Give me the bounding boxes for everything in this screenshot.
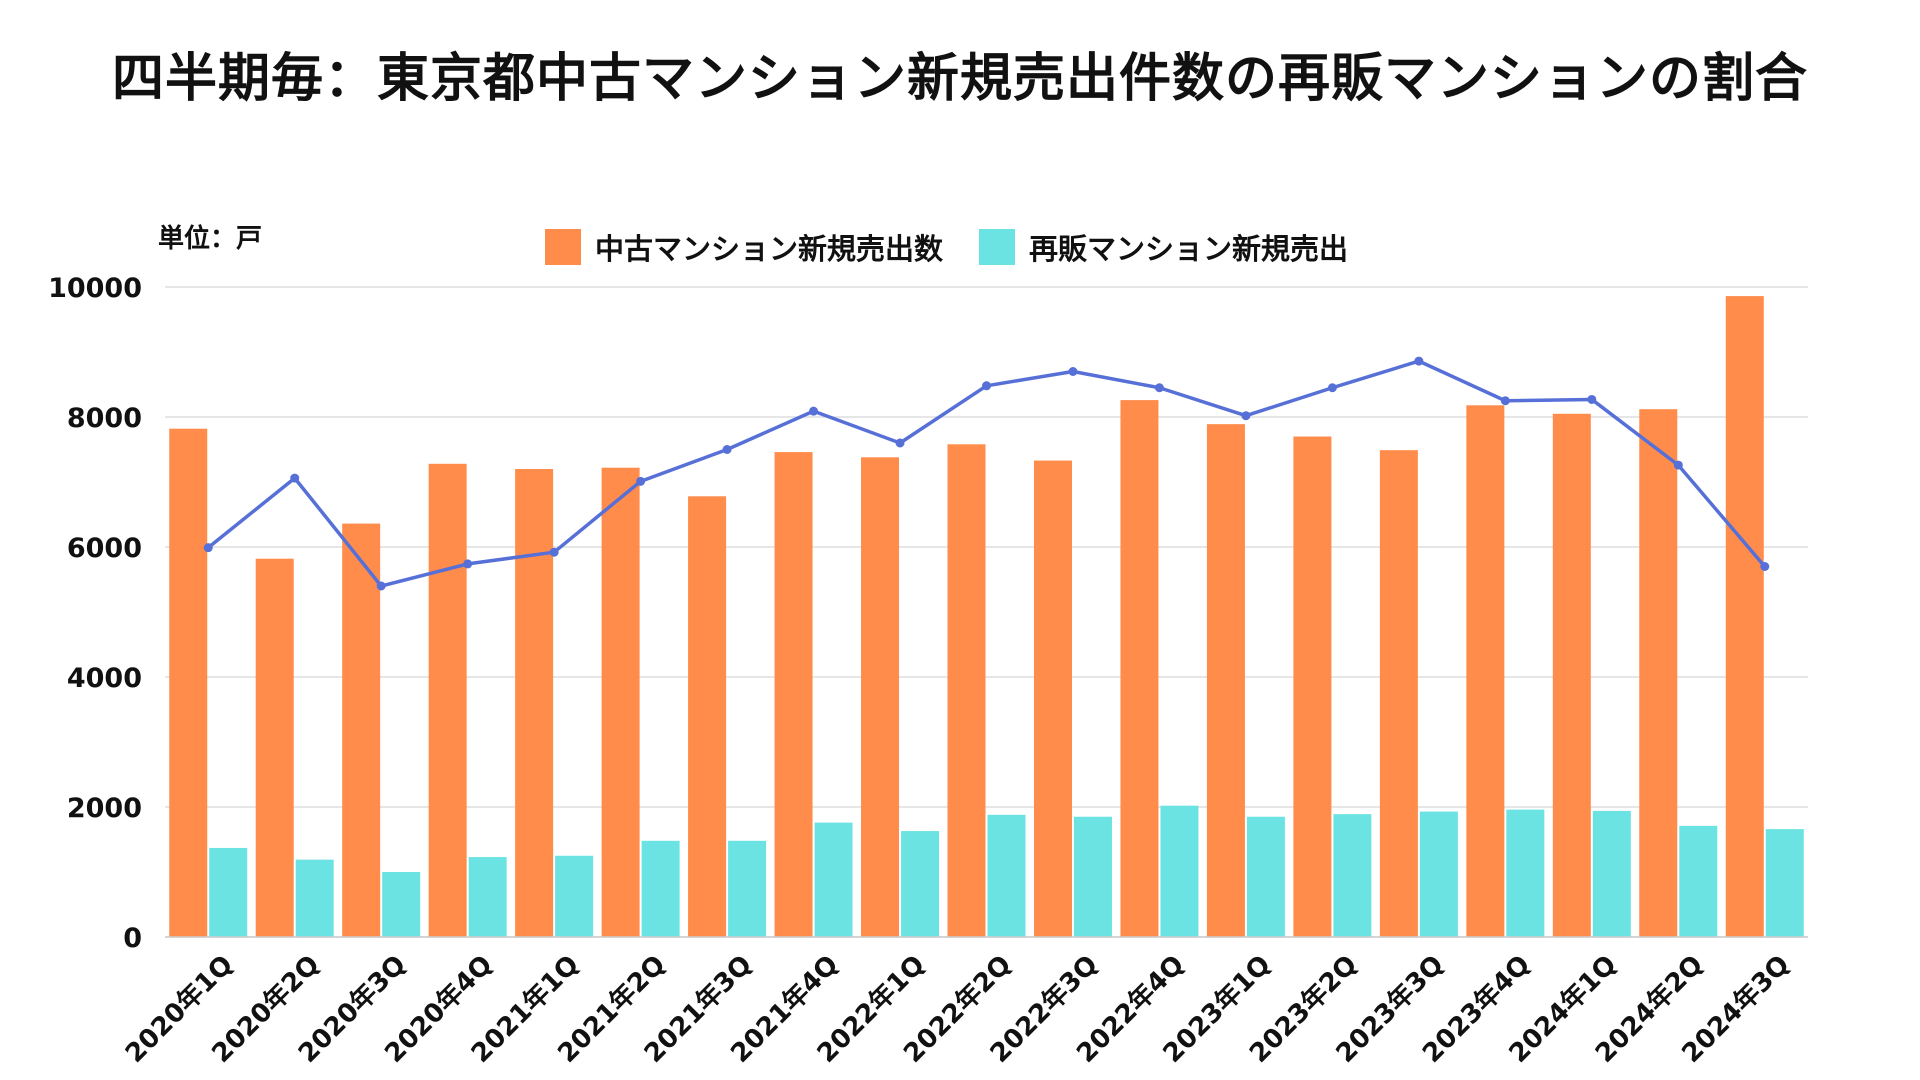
chart-title: 四半期毎：東京都中古マンション新規売出件数の再販マンションの割合 bbox=[111, 49, 1808, 109]
bar-resale-condo bbox=[641, 840, 680, 937]
line-point bbox=[1327, 383, 1337, 393]
bar-used-condo bbox=[601, 467, 640, 937]
bar-resale-condo bbox=[1765, 829, 1804, 937]
bar-used-condo bbox=[1639, 409, 1678, 937]
bar-used-condo bbox=[342, 523, 381, 937]
bar-resale-condo bbox=[468, 857, 507, 937]
line-point bbox=[1673, 460, 1683, 470]
line-point bbox=[636, 476, 646, 486]
bar-resale-condo bbox=[1679, 825, 1718, 937]
line-point bbox=[1414, 356, 1424, 366]
bar-used-condo bbox=[1466, 405, 1505, 937]
legend-label-used-condo: 中古マンション新規売出数 bbox=[595, 232, 944, 266]
y-tick-label: 10000 bbox=[48, 273, 142, 304]
bar-resale-condo bbox=[1592, 810, 1631, 937]
legend-item-resale-condo[interactable]: 再販マンション新規売出 bbox=[979, 226, 1348, 268]
bar-used-condo bbox=[255, 558, 294, 937]
bar-used-condo bbox=[861, 457, 900, 937]
unit-label: 単位：戸 bbox=[158, 224, 263, 254]
bar-resale-condo bbox=[987, 814, 1026, 937]
bar-used-condo bbox=[774, 452, 813, 937]
bar-used-condo bbox=[947, 444, 986, 937]
bar-used-condo bbox=[1552, 413, 1591, 937]
bar-resale-condo bbox=[1073, 816, 1112, 937]
legend-item-used-condo[interactable]: 中古マンション新規売出数 bbox=[545, 226, 943, 268]
legend-swatch-orange bbox=[545, 229, 581, 265]
bar-resale-condo bbox=[1506, 809, 1545, 937]
bar-used-condo bbox=[1120, 400, 1159, 938]
bar-used-condo bbox=[688, 496, 727, 937]
line-point bbox=[1760, 562, 1770, 571]
bar-resale-condo bbox=[1160, 805, 1199, 937]
line-point bbox=[722, 445, 732, 454]
line-point bbox=[1154, 383, 1164, 393]
line-point bbox=[895, 438, 905, 448]
line-point bbox=[1587, 394, 1597, 404]
line-point bbox=[1068, 367, 1078, 376]
line-point bbox=[1500, 396, 1510, 406]
y-tick-label: 0 bbox=[123, 923, 142, 954]
bar-resale-condo bbox=[382, 872, 421, 937]
bar-used-condo bbox=[1206, 424, 1245, 937]
bar-resale-condo bbox=[728, 840, 767, 937]
bar-resale-condo bbox=[295, 859, 334, 937]
line-point bbox=[1241, 411, 1251, 421]
bar-resale-condo bbox=[555, 855, 594, 937]
y-tick-label: 4000 bbox=[67, 663, 142, 694]
bar-resale-condo bbox=[814, 822, 853, 937]
legend-swatch-cyan bbox=[979, 229, 1016, 265]
line-point bbox=[203, 543, 213, 553]
bar-used-condo bbox=[1293, 436, 1332, 937]
bar-resale-condo bbox=[209, 847, 248, 937]
bar-used-condo bbox=[515, 469, 554, 937]
bar-used-condo bbox=[169, 428, 208, 937]
bar-used-condo bbox=[428, 463, 467, 937]
line-point bbox=[290, 473, 300, 483]
line-point bbox=[549, 547, 559, 557]
bar-used-condo bbox=[1033, 460, 1072, 937]
line-point bbox=[809, 406, 819, 416]
bar-resale-condo bbox=[1419, 811, 1458, 937]
bar-resale-condo bbox=[1333, 814, 1372, 937]
bar-used-condo bbox=[1725, 296, 1764, 938]
y-tick-label: 2000 bbox=[67, 793, 142, 824]
bar-resale-condo bbox=[901, 831, 940, 937]
y-tick-label: 6000 bbox=[67, 533, 142, 564]
legend: 中古マンション新規売出数 再販マンション新規売出 bbox=[545, 226, 1384, 268]
line-point bbox=[463, 559, 473, 569]
line-point bbox=[982, 381, 991, 391]
legend-label-resale-condo: 再販マンション新規売出 bbox=[1029, 232, 1349, 266]
bar-resale-condo bbox=[1246, 816, 1285, 937]
line-point bbox=[376, 581, 386, 591]
bar-used-condo bbox=[1379, 450, 1418, 937]
y-tick-label: 8000 bbox=[67, 403, 142, 434]
